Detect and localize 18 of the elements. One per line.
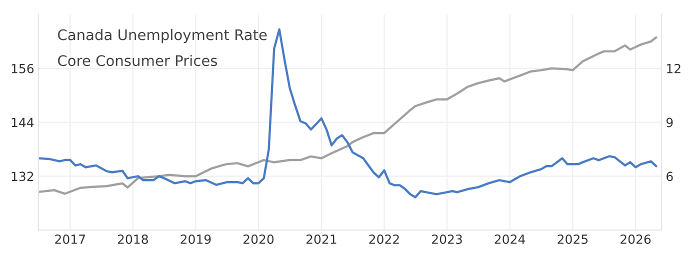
y-tick-label: 156	[12, 64, 34, 74]
y-tick-label: 132	[12, 172, 34, 182]
annotation: Core Consumer Prices	[58, 54, 218, 66]
y2-tick-label: 12	[667, 64, 680, 74]
x-tick-label: 2025	[558, 234, 588, 244]
x-tick-label: 2023	[432, 234, 462, 244]
x-tick-label: 2017	[55, 234, 85, 244]
x-tick-label: 2026	[620, 234, 651, 244]
y-tick-label: 144	[12, 118, 34, 128]
x-tick-label: 2020	[244, 234, 274, 244]
x-tick-label: 2019	[180, 234, 211, 244]
y2-tick-label: 9	[666, 118, 673, 128]
x-tick-label: 2022	[369, 234, 399, 244]
x-tick-label: 2024	[494, 234, 525, 244]
annotation: Canada Unemployment Rate	[58, 28, 267, 44]
x-tick-label: 2021	[306, 234, 336, 244]
x-tick-label: 2018	[118, 234, 148, 244]
y2-tick-label: 6	[666, 172, 673, 182]
